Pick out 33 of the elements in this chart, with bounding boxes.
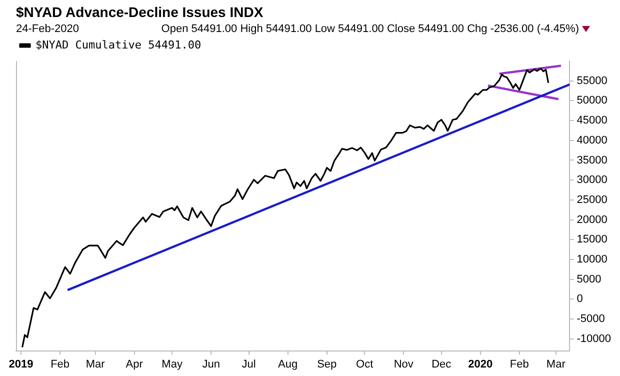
x-tick-label: Apr (126, 358, 144, 370)
legend-label: $NYAD Cumulative 54491.00 (36, 38, 202, 52)
y-tick-label: 55000 (576, 74, 608, 87)
x-tick-label: May (162, 358, 183, 370)
x-tick-label: 2020 (468, 358, 493, 370)
x-tick-label: Sep (317, 358, 337, 370)
x-tick-label: Mar (546, 358, 566, 370)
x-tick-label: 2019 (8, 358, 34, 370)
y-tick-label: 30000 (576, 174, 608, 186)
chart-title: $NYAD Advance-Decline Issues INDX (15, 3, 264, 22)
y-tick-label: 45000 (576, 114, 608, 127)
y-tick-label: 35000 (576, 154, 608, 166)
y-tick-label: 15000 (576, 234, 608, 246)
x-tick-label: Oct (356, 358, 374, 370)
y-tick-label: 5000 (576, 273, 602, 286)
x-tick-label: Dec (432, 358, 452, 370)
chart-subtitle: 24-Feb-2020 (16, 23, 79, 35)
y-tick-label: -10000 (576, 332, 612, 345)
text: Open 54491.00 High 54491.00 Low 54491.00 Close 54491.00 Chg -2536.00 (-4.45%) (161, 23, 579, 35)
y-tick-label: 20000 (576, 214, 608, 226)
x-tick-label: Feb (510, 358, 529, 370)
y-tick-label: -5000 (576, 313, 605, 326)
x-tick-label: Jun (202, 358, 220, 370)
x-tick-label: Aug (278, 358, 298, 370)
y-tick-label: 40000 (576, 134, 608, 146)
x-tick-label: Feb (50, 358, 70, 370)
x-tick-label: Jul (242, 358, 256, 370)
y-tick-label: 25000 (576, 194, 608, 206)
y-tick-label: 10000 (576, 254, 608, 266)
y-tick-label: 0 (576, 293, 583, 306)
y-tick-label: 50000 (576, 94, 608, 107)
x-tick-label: Nov (394, 358, 414, 370)
x-tick-label: Mar (86, 358, 106, 370)
